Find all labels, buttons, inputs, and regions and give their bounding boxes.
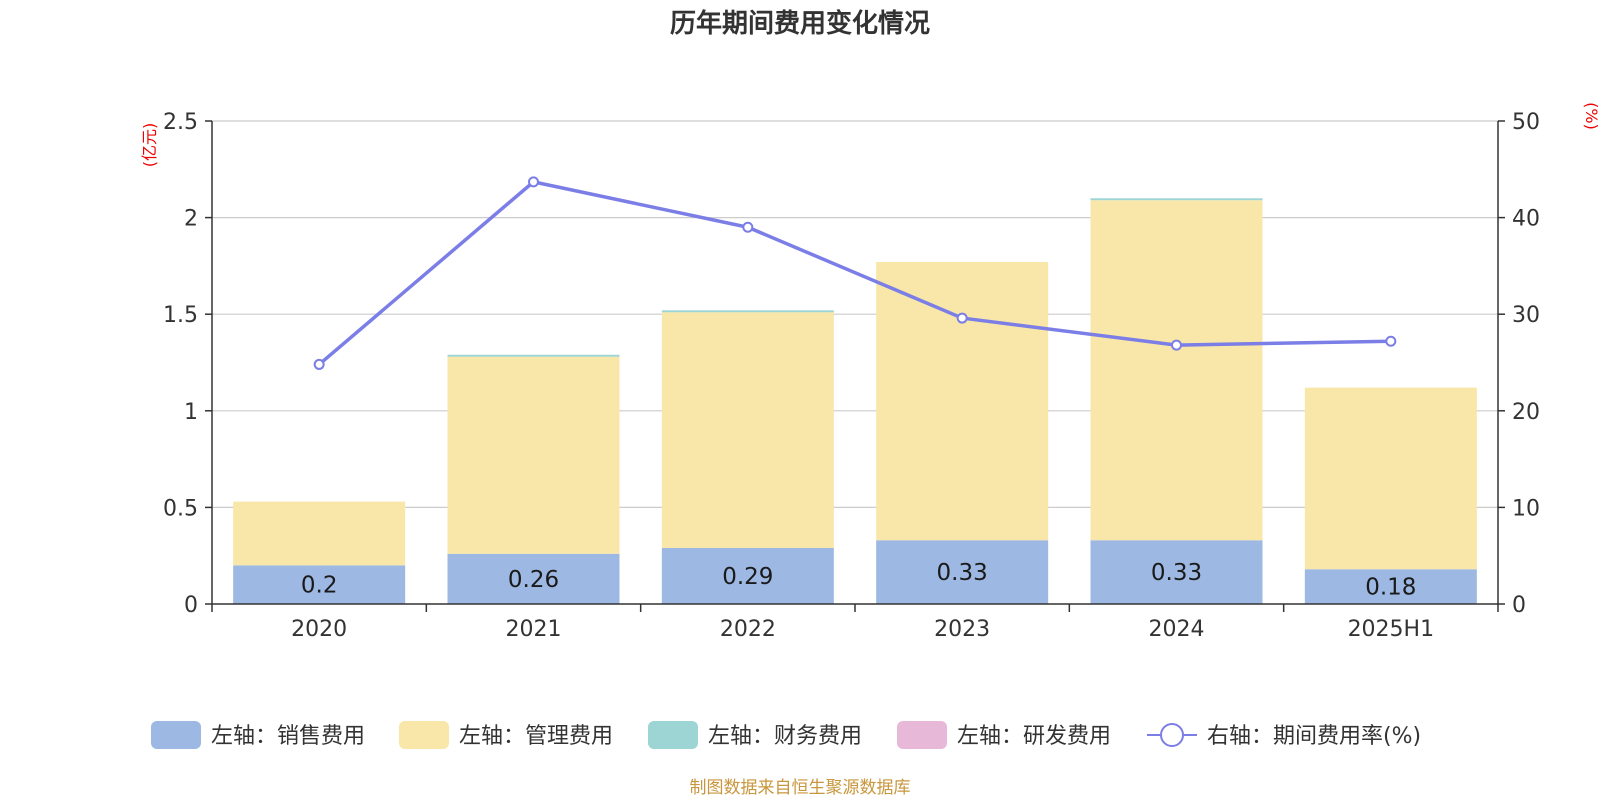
left-tick-label: 0.5 bbox=[163, 496, 198, 521]
left-tick-label: 1 bbox=[184, 400, 198, 425]
right-tick-label: 30 bbox=[1512, 303, 1540, 328]
axes: 0 0.5 1 1.5 2 2.5 0 10 20 30 40 50 2020 2021 2022 2023 2… bbox=[163, 110, 1540, 642]
right-tick-label: 20 bbox=[1512, 400, 1540, 425]
left-tick-label: 1.5 bbox=[163, 303, 198, 328]
rate-point bbox=[956, 312, 968, 324]
left-tick-label: 2 bbox=[184, 207, 198, 232]
legend-label: 左轴：管理费用 bbox=[459, 724, 613, 749]
bar-segment bbox=[1304, 387, 1477, 570]
legend-swatch bbox=[897, 721, 947, 749]
bar-segment bbox=[876, 540, 1049, 604]
x-tick-label: 2022 bbox=[720, 617, 776, 642]
legend-marker bbox=[1160, 723, 1184, 747]
bar-segment bbox=[661, 312, 834, 548]
x-tick-label: 2023 bbox=[934, 617, 990, 642]
line-series bbox=[313, 176, 1397, 370]
bar-value-label: 0.18 bbox=[1365, 575, 1416, 601]
left-tick-label: 2.5 bbox=[163, 110, 198, 135]
x-tick-label: 2024 bbox=[1149, 617, 1205, 642]
rate-point bbox=[313, 358, 325, 370]
legend-label: 左轴：研发费用 bbox=[957, 724, 1111, 749]
bar-segment bbox=[447, 553, 620, 604]
bar-series bbox=[233, 198, 1477, 604]
rate-point bbox=[742, 221, 754, 233]
right-tick-label: 50 bbox=[1512, 110, 1540, 135]
gridlines bbox=[212, 120, 1498, 508]
right-tick-label: 40 bbox=[1512, 207, 1540, 232]
legend-swatch bbox=[151, 721, 201, 749]
right-tick-label: 10 bbox=[1512, 496, 1540, 521]
bar-segment bbox=[447, 354, 620, 357]
bar-segment bbox=[233, 501, 406, 566]
bar-value-label: 0.2 bbox=[301, 573, 338, 599]
legend-swatch bbox=[399, 721, 449, 749]
legend-label: 左轴：财务费用 bbox=[708, 724, 862, 749]
rate-point bbox=[1171, 339, 1182, 351]
bar-value-label: 0.33 bbox=[1151, 560, 1202, 586]
bar-segment bbox=[661, 547, 834, 604]
left-tick-label: 0 bbox=[184, 593, 198, 618]
x-tick-label: 2021 bbox=[506, 617, 562, 642]
legend-swatch bbox=[648, 721, 698, 749]
legend-label: 左轴：销售费用 bbox=[211, 724, 365, 749]
left-axis-unit: (亿元) bbox=[140, 123, 159, 168]
bar-segment bbox=[1090, 540, 1263, 604]
bar-segment bbox=[876, 262, 1049, 541]
x-tick-label: 2025H1 bbox=[1348, 617, 1435, 642]
source-note: 制图数据来自恒生聚源数据库 bbox=[690, 778, 911, 798]
rate-point bbox=[528, 176, 539, 188]
bar-value-label: 0.33 bbox=[937, 560, 988, 586]
bar-segment bbox=[1090, 200, 1263, 541]
right-tick-label: 0 bbox=[1512, 593, 1526, 618]
bar-segment bbox=[1090, 198, 1263, 201]
rate-point bbox=[1385, 335, 1397, 347]
chart-title: 历年期间费用变化情况 bbox=[670, 8, 930, 39]
bar-segment bbox=[661, 310, 834, 313]
right-axis-unit: (%) bbox=[1582, 102, 1600, 130]
bar-value-label: 0.26 bbox=[508, 567, 559, 593]
bar-segment bbox=[233, 565, 406, 604]
bar-segment bbox=[447, 356, 620, 554]
legend: 左轴：销售费用 左轴：管理费用 左轴：财务费用 左轴：研发费用 右轴：期间费用率(%) bbox=[151, 721, 1421, 749]
rate-line bbox=[318, 180, 1391, 366]
data-labels: 0.2 0.26 0.29 0.33 0.33 0.18 bbox=[301, 560, 1417, 600]
bar-segment bbox=[1304, 569, 1477, 604]
x-tick-label: 2020 bbox=[291, 617, 347, 642]
legend-label: 右轴：期间费用率(%) bbox=[1207, 724, 1421, 749]
bar-value-label: 0.29 bbox=[722, 564, 773, 590]
